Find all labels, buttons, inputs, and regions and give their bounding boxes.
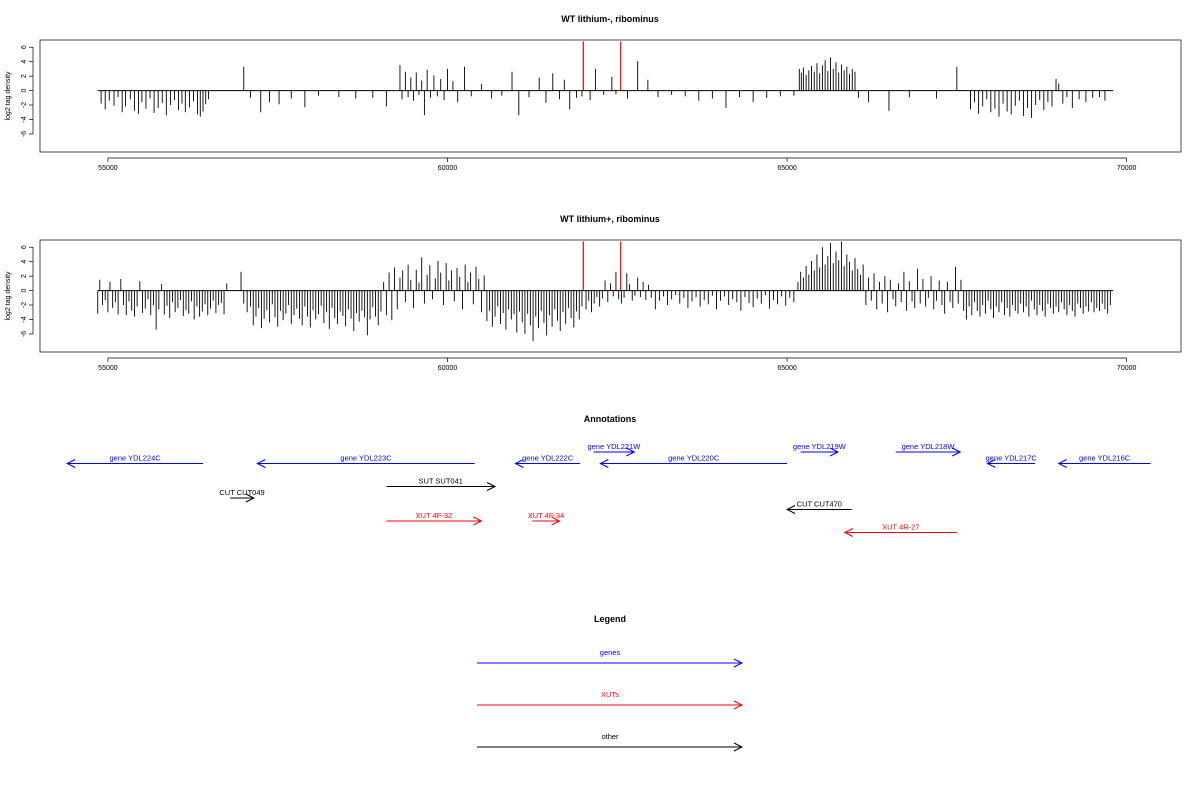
panel-title: WT lithium-, ribominus [561, 14, 659, 24]
feature-arrow: SUT SUT041 [386, 477, 497, 491]
x-tick-label: 55000 [98, 165, 118, 172]
feature-arrow: gene YDL220C [599, 454, 788, 468]
legend-item: XUTs [477, 690, 744, 710]
feature-arrow: CUT CUT049 [219, 488, 265, 503]
feature-label: gene YDL221W [587, 442, 641, 451]
feature-label: XUT 4F-34 [528, 511, 565, 520]
y-tick-label: -6 [21, 331, 28, 337]
highlight-marks [582, 41, 622, 91]
arrow-head [733, 700, 744, 710]
feature-label: XUT 4F-32 [416, 511, 453, 520]
track-panel-lithium-minus: WT lithium-, ribominus log2 tag density … [5, 14, 1182, 172]
arrow-head [551, 516, 561, 526]
feature-label: CUT CUT049 [219, 488, 264, 497]
feature-label: gene YDL222C [522, 454, 574, 463]
x-tick-label: 70000 [1117, 165, 1137, 172]
feature-arrow: XUT 4F-34 [528, 511, 565, 526]
y-tick-label: -4 [21, 116, 28, 122]
feature-label: CUT CUT470 [797, 500, 842, 509]
feature-arrow: gene YDL216C [1057, 454, 1151, 468]
legend-label: genes [600, 648, 621, 657]
y-axis: -6 -4 -2 0 2 4 6 [21, 45, 34, 137]
legend-label: XUTs [601, 690, 619, 699]
y-axis: -6 -4 -2 0 2 4 6 [21, 245, 34, 337]
arrow-head [1057, 459, 1067, 468]
track-panel-lithium-plus: WT lithium+, ribominus log2 tag density … [5, 214, 1182, 372]
y-tick-label: -2 [21, 102, 28, 108]
plot-frame [39, 39, 1182, 153]
feature-arrow: gene YDL222C [514, 454, 580, 468]
feature-label: gene YDL220C [668, 454, 720, 463]
arrow-head [843, 528, 854, 537]
legend-item: genes [477, 648, 744, 668]
arrow-head [245, 493, 256, 503]
legend: Legend genes XUTs other [477, 614, 744, 752]
arrow-head [599, 459, 609, 468]
arrow-head [66, 459, 76, 468]
y-tick-label: 4 [21, 60, 28, 64]
arrow-head [473, 516, 483, 526]
annotation-features: gene YDL224C gene YDL223C gene YDL222C gene… [66, 442, 1151, 537]
y-tick-label: 6 [21, 245, 28, 249]
annotations-title: Annotations [584, 414, 637, 424]
feature-arrow: gene YDL224C [66, 454, 203, 468]
bar-series [100, 57, 1106, 119]
y-tick-label: 4 [21, 260, 28, 264]
feature-arrow: gene YDL221W [587, 442, 641, 457]
feature-arrow: XUT 4R-27 [843, 523, 957, 537]
feature-label: gene YDL216C [1079, 454, 1131, 463]
y-axis-label: log2 tag density [5, 271, 12, 321]
arrow-head [626, 447, 636, 457]
y-tick-label: -2 [21, 302, 28, 308]
legend-item: other [477, 732, 744, 752]
bar-series [97, 241, 1111, 342]
x-tick-label: 65000 [777, 365, 797, 372]
feature-arrow: gene YDL223C [256, 454, 475, 468]
x-tick-label: 60000 [438, 365, 458, 372]
x-axis: 55000 60000 65000 70000 [98, 157, 1137, 172]
feature-label: XUT 4R-27 [882, 523, 919, 532]
arrow-head [514, 459, 524, 468]
panel-title: WT lithium+, ribominus [560, 214, 660, 224]
annotations-panel: Annotations gene YDL224C gene YDL223C gene… [66, 414, 1151, 537]
arrow-head [733, 742, 744, 752]
feature-arrow: XUT 4F-32 [386, 511, 483, 526]
arrow-head [986, 459, 996, 468]
y-tick-label: -6 [21, 131, 28, 137]
x-tick-label: 70000 [1117, 365, 1137, 372]
legend-label: other [601, 732, 619, 741]
y-tick-label: -4 [21, 316, 28, 322]
arrow-head [952, 447, 962, 457]
legend-title: Legend [594, 614, 626, 624]
x-tick-label: 65000 [777, 165, 797, 172]
feature-label: gene YDL217C [986, 454, 1038, 463]
x-axis: 55000 60000 65000 70000 [98, 357, 1137, 372]
x-tick-label: 60000 [438, 165, 458, 172]
feature-label: gene YDL219W [793, 442, 847, 451]
arrow-head [785, 505, 796, 514]
x-tick-label: 55000 [98, 365, 118, 372]
feature-label: SUT SUT041 [418, 477, 462, 486]
feature-label: gene YDL223C [340, 454, 392, 463]
arrow-head [733, 658, 744, 668]
y-tick-label: 2 [21, 74, 28, 78]
y-tick-label: 2 [21, 274, 28, 278]
y-tick-label: 6 [21, 45, 28, 49]
plot-frame [39, 239, 1182, 353]
arrow-head [256, 459, 266, 468]
arrow-head [486, 482, 497, 491]
feature-arrow: gene YDL217C [986, 454, 1038, 468]
y-tick-label: 0 [21, 289, 28, 293]
arrow-head [829, 447, 840, 457]
y-axis-label: log2 tag density [5, 71, 12, 121]
feature-label: gene YDL224C [110, 454, 162, 463]
legend-items: genes XUTs other [477, 648, 744, 752]
feature-label: gene YDL218W [902, 442, 956, 451]
feature-arrow: CUT CUT470 [785, 500, 852, 514]
feature-arrow: gene YDL219W [793, 442, 847, 457]
feature-arrow: gene YDL218W [895, 442, 962, 457]
y-tick-label: 0 [21, 89, 28, 93]
highlight-marks [582, 241, 622, 291]
